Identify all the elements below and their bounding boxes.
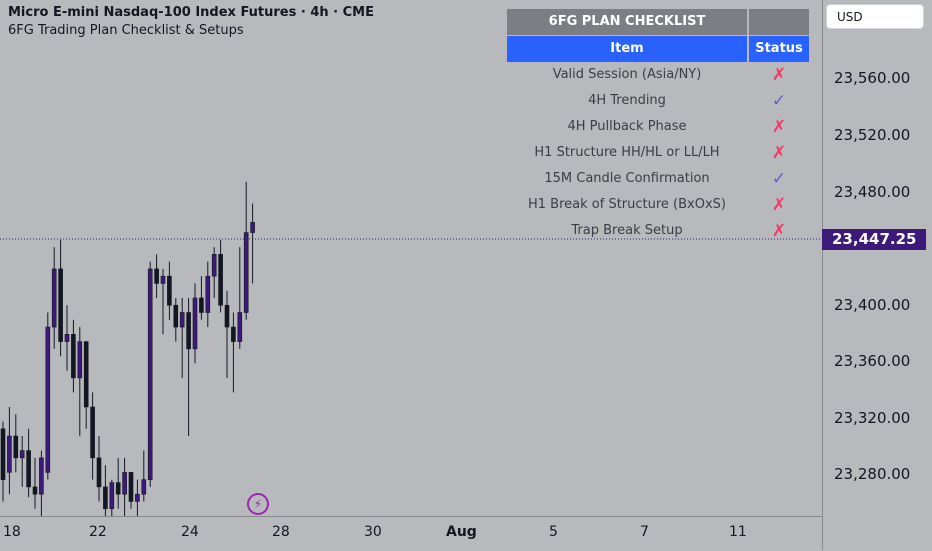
checklist-row: Trap Break Setup ✗ bbox=[507, 218, 809, 244]
candle-body bbox=[250, 222, 255, 233]
candle-body bbox=[19, 450, 25, 459]
price-tick-label: 23,320.00 bbox=[834, 409, 911, 427]
candle-body bbox=[167, 275, 172, 306]
checklist-item-label: H1 Structure HH/HL or LL/LH bbox=[534, 145, 720, 160]
candle-body bbox=[7, 435, 12, 473]
candle-body bbox=[128, 472, 134, 502]
candle-body bbox=[96, 457, 102, 488]
candle-body bbox=[26, 450, 31, 488]
candle-body bbox=[154, 268, 159, 284]
candle-body bbox=[51, 268, 57, 328]
cross-icon: ✗ bbox=[771, 221, 787, 241]
indicator-title[interactable]: 6FG Trading Plan Checklist & Setups bbox=[8, 23, 244, 38]
column-header-status: Status bbox=[749, 36, 809, 62]
candle-body bbox=[237, 312, 243, 342]
time-tick-label: 24 bbox=[181, 524, 199, 540]
checklist-title: 6FG PLAN CHECKLIST bbox=[507, 9, 747, 35]
time-tick-label: 30 bbox=[364, 524, 382, 540]
price-tick-label: 23,520.00 bbox=[834, 126, 911, 144]
plan-checklist-table: 6FG PLAN CHECKLIST Item Status Valid Ses… bbox=[507, 9, 809, 244]
checklist-row: Valid Session (Asia/NY) ✗ bbox=[507, 62, 809, 88]
checklist-row: 4H Trending ✓ bbox=[507, 88, 809, 114]
time-tick-label: 28 bbox=[272, 524, 290, 540]
checklist-item-label: H1 Break of Structure (BxOxS) bbox=[528, 197, 726, 212]
time-tick-label: 5 bbox=[549, 524, 558, 540]
candle-body bbox=[71, 334, 76, 379]
price-tick-label: 23,560.00 bbox=[834, 69, 911, 87]
candle-body bbox=[147, 268, 153, 480]
checklist-row: H1 Break of Structure (BxOxS) ✗ bbox=[507, 192, 809, 218]
candle-body bbox=[39, 457, 44, 495]
symbol-title[interactable]: Micro E-mini Nasdaq-100 Index Futures · … bbox=[8, 5, 374, 20]
time-tick-label: 7 bbox=[640, 524, 649, 540]
candle-body bbox=[45, 326, 51, 473]
checklist-row: H1 Structure HH/HL or LL/LH ✗ bbox=[507, 140, 809, 166]
price-tick-label: 23,360.00 bbox=[834, 352, 911, 370]
candle-body bbox=[243, 232, 249, 313]
candle-body bbox=[0, 428, 6, 480]
checklist-title-blank bbox=[749, 9, 809, 35]
candle-body bbox=[173, 304, 179, 328]
cross-icon: ✗ bbox=[771, 143, 787, 163]
candle-body bbox=[186, 312, 191, 350]
candle-body bbox=[58, 268, 63, 342]
candle-body bbox=[160, 275, 166, 284]
cross-icon: ✗ bbox=[771, 195, 787, 215]
checklist-item-label: 15M Candle Confirmation bbox=[544, 171, 710, 186]
candlestick-chart[interactable] bbox=[0, 0, 822, 516]
checklist-item-label: 4H Trending bbox=[588, 93, 666, 108]
candle-body bbox=[211, 254, 217, 277]
checklist-item-label: Trap Break Setup bbox=[571, 223, 683, 238]
price-tick-label: 23,480.00 bbox=[834, 183, 911, 201]
checklist-row: 15M Candle Confirmation ✓ bbox=[507, 166, 809, 192]
checkmark-icon: ✓ bbox=[771, 169, 787, 189]
time-tick-label: 18 bbox=[3, 524, 21, 540]
candle-body bbox=[32, 486, 38, 495]
checkmark-icon: ✓ bbox=[771, 91, 787, 111]
candle-body bbox=[103, 486, 108, 510]
candle-body bbox=[199, 297, 204, 313]
cross-icon: ✗ bbox=[771, 117, 787, 137]
currency-selector[interactable]: USD bbox=[826, 4, 924, 29]
price-axis[interactable] bbox=[822, 0, 932, 550]
candle-body bbox=[218, 254, 223, 306]
candle-body bbox=[77, 341, 83, 379]
candle-body bbox=[83, 341, 89, 408]
candle-body bbox=[224, 304, 230, 328]
candle-body bbox=[192, 297, 198, 350]
cross-icon: ✗ bbox=[771, 65, 787, 85]
checklist-row: 4H Pullback Phase ✗ bbox=[507, 114, 809, 140]
column-header-item: Item bbox=[507, 36, 747, 62]
candle-body bbox=[205, 275, 211, 313]
candle-body bbox=[64, 334, 70, 342]
time-tick-label: 22 bbox=[89, 524, 107, 540]
candle-body bbox=[179, 312, 185, 328]
price-tick-label: 23,280.00 bbox=[834, 465, 911, 483]
lightning-icon[interactable]: ⚡ bbox=[247, 493, 269, 515]
checklist-item-label: 4H Pullback Phase bbox=[567, 119, 687, 134]
candle-body bbox=[135, 493, 140, 502]
candle-body bbox=[109, 482, 115, 510]
candle-body bbox=[122, 472, 127, 495]
current-price-badge: 23,447.25 bbox=[822, 229, 926, 250]
candle-body bbox=[90, 406, 95, 459]
price-tick-label: 23,400.00 bbox=[834, 296, 911, 314]
time-tick-label: Aug bbox=[446, 524, 477, 540]
candle-body bbox=[13, 435, 19, 459]
candle-body bbox=[141, 479, 147, 495]
time-tick-label: 11 bbox=[729, 524, 747, 540]
checklist-item-label: Valid Session (Asia/NY) bbox=[552, 67, 702, 82]
candle-body bbox=[115, 482, 121, 495]
candle-body bbox=[231, 326, 236, 342]
time-axis[interactable] bbox=[0, 516, 822, 551]
